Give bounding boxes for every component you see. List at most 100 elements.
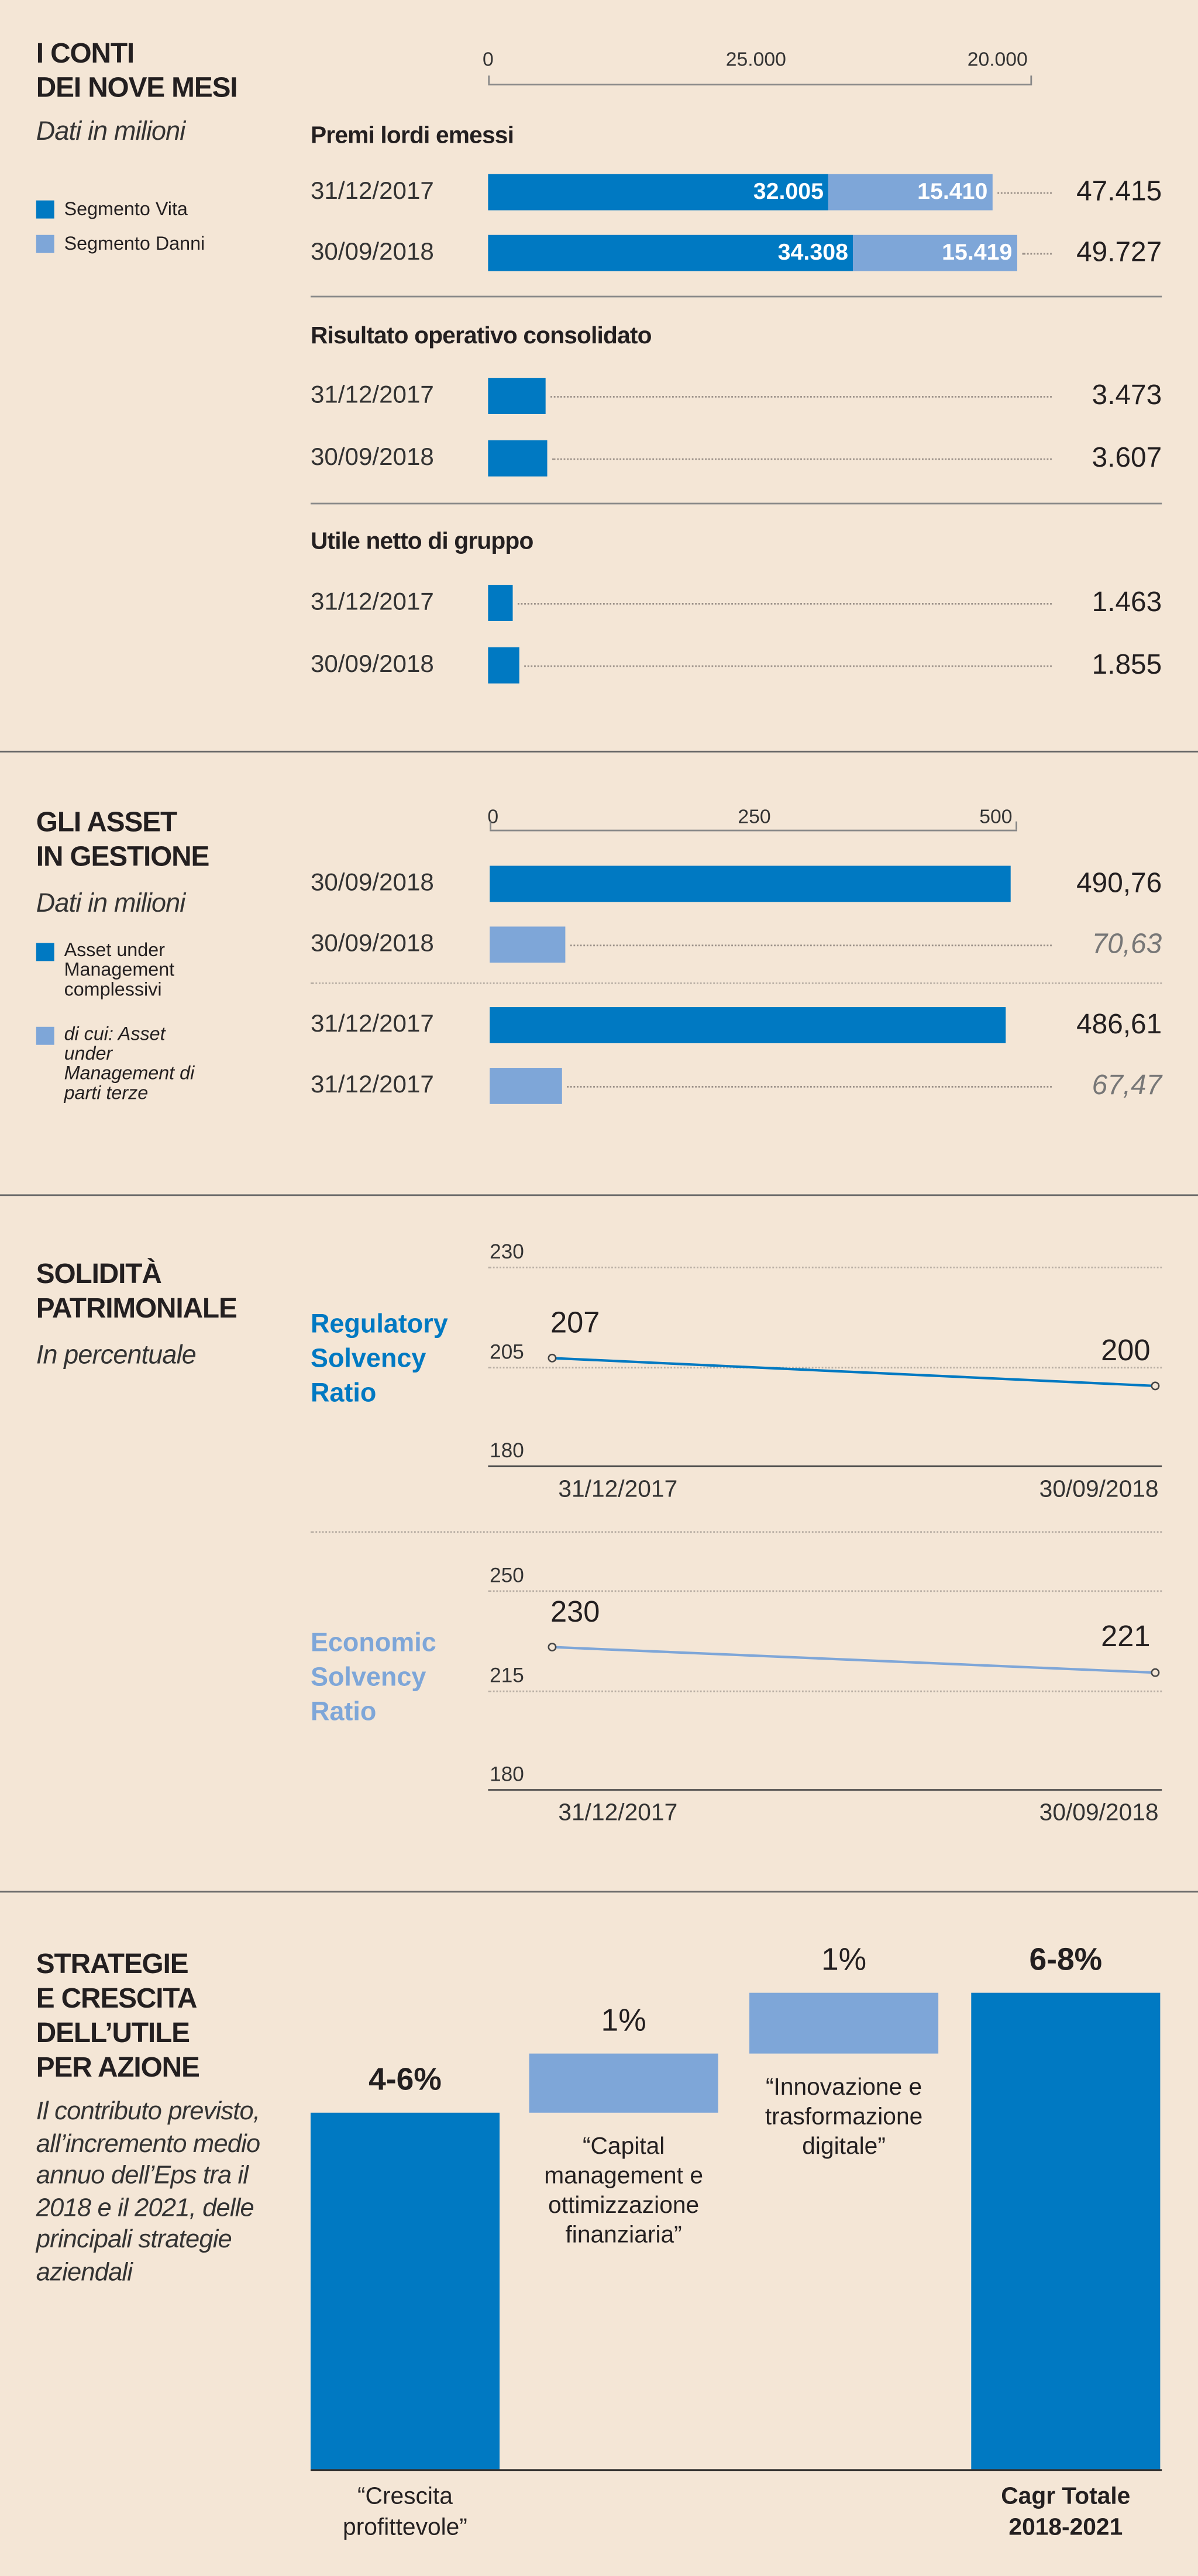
bar-value-label: 70,63	[1092, 928, 1162, 960]
bar-segment	[488, 235, 853, 271]
section-title-line: PATRIMONIALE	[36, 1292, 237, 1325]
x-tick-label: 31/12/2017	[558, 1477, 678, 1503]
legend-swatch	[36, 235, 54, 253]
leader-line	[550, 396, 1052, 398]
row-date-label: 31/12/2017	[310, 1071, 434, 1099]
axis-tick-label: 20.000	[967, 47, 1028, 71]
bar-value-label: 67,47	[1092, 1069, 1162, 1101]
bar	[490, 865, 1011, 902]
legend-swatch	[36, 943, 54, 961]
legend-name: Asset under Management di parti terze	[64, 1025, 195, 1104]
axis-tick-label: 0	[482, 47, 494, 71]
row-total: 1.463	[1092, 586, 1162, 618]
bar-value-label: 4-6%	[369, 2063, 442, 2098]
row-date-label: 30/09/2018	[310, 930, 434, 958]
axis-tick	[490, 821, 491, 830]
bar-category-label: “Capital management e ottimizzazione fin…	[544, 2133, 703, 2249]
gridline	[488, 1689, 1162, 1692]
baseline	[310, 2469, 1162, 2471]
gridline	[488, 1590, 1162, 1592]
axis-tick-label: 250	[738, 805, 771, 828]
waterfall-bar	[310, 2112, 500, 2470]
subtitle: Dati in milioni	[36, 118, 186, 147]
y-tick-label: 180	[490, 1439, 524, 1463]
data-point-label: 230	[550, 1594, 600, 1627]
bar-segment-label: 32.005	[753, 177, 824, 204]
x-axis-line	[488, 1465, 1162, 1467]
data-point-label: 207	[550, 1305, 600, 1339]
bar-value-label: 486,61	[1076, 1008, 1162, 1040]
legend-label: Segmento Vita	[64, 200, 188, 220]
row-date-label: 31/12/2017	[310, 381, 434, 409]
bar-category-label: Cagr Totale 2018-2021	[1001, 2484, 1131, 2541]
series-line	[552, 1357, 1156, 1388]
section-divider	[0, 750, 1198, 753]
bar-segment	[488, 174, 829, 211]
x-tick-label: 31/12/2017	[558, 1800, 678, 1827]
bar-segment	[488, 585, 512, 621]
bar	[490, 926, 565, 963]
leader-line	[553, 458, 1052, 460]
bar-segment	[488, 440, 548, 477]
section-title-line: SOLIDITÀ	[36, 1258, 162, 1290]
gridline	[488, 1365, 1162, 1368]
subtitle: Dati in milioni	[36, 890, 186, 919]
bar-segment	[488, 378, 546, 414]
y-tick-label: 250	[490, 1564, 524, 1587]
data-point	[548, 1353, 557, 1363]
section-title-line: I CONTI	[36, 37, 135, 69]
gridline	[488, 1266, 1162, 1268]
bar-value-label: 6-8%	[1029, 1944, 1103, 1979]
data-point	[1151, 1381, 1160, 1391]
row-date-label: 31/12/2017	[310, 588, 434, 616]
section-title-line: DEI NOVE MESI	[36, 72, 238, 104]
bar-segment	[488, 647, 519, 684]
data-point-label: 200	[1101, 1333, 1151, 1367]
row-date-label: 30/09/2018	[310, 238, 434, 267]
legend-label: Asset under Management complessivi	[64, 941, 175, 1001]
bar	[490, 1068, 562, 1104]
bar-category-label: “Innovazione e trasformazione digitale”	[765, 2074, 923, 2160]
y-tick-label: 205	[490, 1339, 524, 1363]
axis-tick	[1015, 821, 1017, 830]
waterfall-bar	[749, 1993, 939, 2053]
panel-title: Premi lordi emessi	[310, 123, 514, 150]
bar-segment-label: 15.419	[942, 238, 1013, 265]
data-point	[1151, 1668, 1160, 1677]
panel-title: Utile netto di gruppo	[310, 529, 533, 556]
panel-divider	[310, 295, 1162, 298]
bar	[490, 1007, 1007, 1043]
row-total: 49.727	[1076, 236, 1162, 268]
leader-line	[524, 665, 1052, 667]
series-name: Regulatory Solvency Ratio	[310, 1311, 448, 1408]
axis-tick-label: 500	[979, 805, 1013, 828]
description: Il contributo previsto, all’incremento m…	[36, 2098, 260, 2287]
x-axis-line	[488, 1789, 1162, 1791]
bar-value-label: 1%	[601, 2003, 646, 2039]
panel-title: Risultato operativo consolidato	[310, 323, 652, 350]
leader-line	[1022, 253, 1052, 255]
legend-label: Segmento Danni	[64, 235, 205, 255]
bar-segment-label: 15.410	[917, 177, 988, 204]
row-total: 3.607	[1092, 442, 1162, 474]
series-name: Economic Solvency Ratio	[310, 1629, 436, 1727]
chart-divider	[310, 1531, 1162, 1533]
data-point-label: 221	[1101, 1620, 1151, 1653]
axis-tick	[488, 75, 490, 84]
row-total: 1.855	[1092, 649, 1162, 681]
bar-segment	[853, 235, 1017, 271]
section-divider	[0, 1891, 1198, 1893]
row-date-label: 30/09/2018	[310, 869, 434, 897]
leader-line	[517, 603, 1052, 605]
axis-line	[490, 829, 1017, 832]
section-title-line: E CRESCITA	[36, 1982, 198, 2015]
bar-segment	[828, 174, 993, 211]
data-point	[548, 1643, 557, 1651]
row-total: 3.473	[1092, 379, 1162, 411]
bar-segment-label: 34.308	[777, 238, 848, 265]
y-tick-label: 215	[490, 1663, 524, 1687]
subtitle: In percentuale	[36, 1342, 197, 1370]
leader-line	[997, 192, 1052, 194]
panel-divider	[310, 502, 1162, 505]
